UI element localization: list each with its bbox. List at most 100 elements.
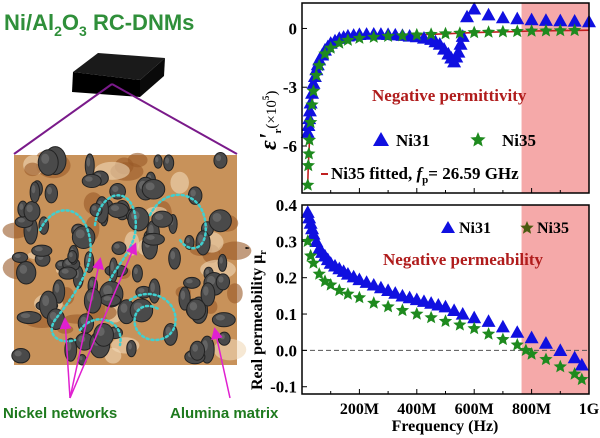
legend-marker-ni31 xyxy=(441,221,455,233)
pointer-arrow xyxy=(211,327,231,399)
data-point-ni35 xyxy=(367,296,381,309)
nickel-particle xyxy=(16,261,37,285)
data-point-ni35 xyxy=(467,321,481,335)
data-point-ni35 xyxy=(453,26,467,39)
microstructure-image xyxy=(2,146,252,366)
particle-highlight xyxy=(57,261,63,267)
particle-highlight xyxy=(20,313,31,319)
particle-highlight xyxy=(75,229,85,239)
data-point-ni31 xyxy=(553,343,568,356)
nickel-particle xyxy=(37,149,59,176)
data-point-ni31 xyxy=(567,14,582,27)
data-point-ni35 xyxy=(304,115,318,129)
particle-highlight xyxy=(170,250,176,260)
nickel-network-path xyxy=(148,193,208,250)
x-tick-label: 400M xyxy=(397,401,436,418)
svg-text:ε'r(×105): ε'r(×105) xyxy=(256,91,284,150)
particle-highlight xyxy=(215,154,222,162)
particle-highlight xyxy=(203,286,209,296)
particle-highlight xyxy=(80,316,87,325)
particle-highlight xyxy=(112,185,119,193)
annotation-negative-permeability: Negative permeability xyxy=(383,250,544,269)
data-point-ni31 xyxy=(306,76,321,89)
data-point-ni35 xyxy=(496,24,510,38)
data-point-ni31 xyxy=(567,350,582,364)
data-point-ni35 xyxy=(481,25,496,38)
data-point-ni35 xyxy=(312,267,326,280)
data-point-ni31 xyxy=(455,307,470,320)
nickel-particle xyxy=(31,244,53,257)
zoom-line-left xyxy=(13,83,113,155)
data-point-ni35 xyxy=(381,29,395,42)
data-point-ni35 xyxy=(453,317,467,331)
particle-highlight xyxy=(219,256,223,264)
nickel-particle xyxy=(111,241,127,256)
nickel-particle xyxy=(189,340,206,361)
particle-highlight xyxy=(14,350,22,357)
data-point-ni35 xyxy=(481,327,496,340)
matrix-texture xyxy=(218,241,252,261)
data-point-ni35 xyxy=(301,158,315,172)
y-axis-label: Real permeability μr' xyxy=(243,246,269,390)
data-point-ni35 xyxy=(302,133,317,146)
particle-highlight xyxy=(103,296,112,301)
particle-highlight xyxy=(155,156,159,163)
data-point-ni31 xyxy=(524,12,539,26)
annotation-negative-permittivity: Negative permittivity xyxy=(372,86,527,105)
particle-highlight xyxy=(34,246,43,252)
particle-highlight xyxy=(128,342,132,350)
data-point-ni31 xyxy=(524,330,539,344)
particle-highlight xyxy=(31,185,36,194)
x-tick-label: 200M xyxy=(340,401,379,418)
data-point-ni31 xyxy=(495,319,510,333)
particle-highlight xyxy=(215,314,225,321)
y-tick-label: -0.1 xyxy=(270,378,297,397)
plot-frame xyxy=(301,204,590,395)
plot-frame xyxy=(301,2,590,194)
particle-highlight xyxy=(66,341,72,351)
nickel-particle xyxy=(11,251,29,263)
particle-highlight xyxy=(205,269,210,275)
particle-highlight xyxy=(120,303,128,313)
data-point-ni35 xyxy=(410,307,424,320)
particle-highlight xyxy=(145,182,155,191)
data-point-ni35 xyxy=(324,278,338,291)
data-point-ni31 xyxy=(574,357,589,371)
data-point-ni31 xyxy=(481,7,496,21)
star-glyph xyxy=(470,132,486,147)
data-point-ni35 xyxy=(305,97,319,111)
particle-highlight xyxy=(198,234,204,245)
data-point-ni35 xyxy=(367,30,381,43)
nickel-particle xyxy=(44,183,59,204)
particle-highlight xyxy=(190,189,196,197)
data-point-ni35 xyxy=(352,290,367,304)
y-tick-label: -6 xyxy=(283,137,297,156)
particle-highlight xyxy=(114,243,120,249)
y-tick-label: 0.2 xyxy=(276,269,297,288)
nickel-particle xyxy=(127,206,150,232)
permeability-chart: 0.4 0.3 0.2 0.1 0.0 -0.1 200M 400M 600M 800M 1G Ne… xyxy=(243,196,600,435)
data-point-ni35 xyxy=(301,178,315,191)
nickel-network-path xyxy=(78,318,122,347)
x-tick-label: 1G xyxy=(579,401,600,418)
legend: Ni31 Ni35 Ni35 fitted, fp= 26.59 GHz xyxy=(321,131,536,186)
y-tick-label: 0.3 xyxy=(276,232,297,251)
data-point-ni31 xyxy=(481,314,496,327)
label-alumina-matrix: Alumina matrix xyxy=(170,405,279,422)
particle-highlight xyxy=(69,252,73,258)
data-point-ni35 xyxy=(306,84,321,97)
data-point-ni31 xyxy=(467,310,482,324)
particle-highlight xyxy=(14,253,21,258)
particle-highlight xyxy=(46,186,52,195)
data-point-ni35 xyxy=(306,256,321,269)
particle-highlight xyxy=(19,203,24,210)
nickel-particle xyxy=(186,298,207,321)
particle-highlight xyxy=(218,276,224,283)
data-point-ni35 xyxy=(395,28,410,42)
particle-highlight xyxy=(154,213,164,220)
data-point-ni31 xyxy=(300,125,315,138)
data-point-ni35 xyxy=(553,23,567,37)
data-point-ni35 xyxy=(309,68,323,82)
legend-label-fit: Ni35 fitted, fp= 26.59 GHz xyxy=(331,164,519,186)
legend-label-ni35: Ni35 xyxy=(502,131,536,150)
